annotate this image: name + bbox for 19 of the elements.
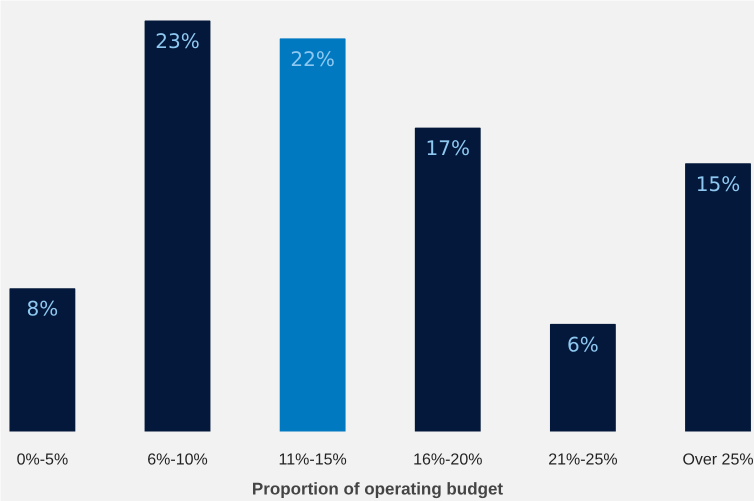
x-tick-label: Over 25% — [682, 452, 754, 468]
data-label: 22% — [290, 46, 335, 71]
x-tick-label: 11%-15% — [278, 452, 347, 468]
x-tick-label: 16%-20% — [413, 452, 482, 468]
data-label: 23% — [155, 29, 200, 54]
data-label: 17% — [426, 136, 470, 160]
bar — [144, 20, 210, 432]
x-tick-label: 21%-25% — [548, 452, 618, 468]
bar — [280, 38, 346, 432]
data-label: 8% — [26, 296, 58, 321]
data-label: 15% — [696, 172, 740, 196]
bar — [685, 163, 751, 432]
bar — [414, 128, 481, 432]
bar — [9, 288, 76, 432]
x-axis-title: Proportion of operating budget — [252, 480, 504, 498]
bar — [550, 324, 616, 432]
data-label: 6% — [567, 332, 599, 356]
x-tick-label: 0%-5% — [16, 452, 68, 468]
x-tick-label: 6%-10% — [147, 452, 208, 468]
